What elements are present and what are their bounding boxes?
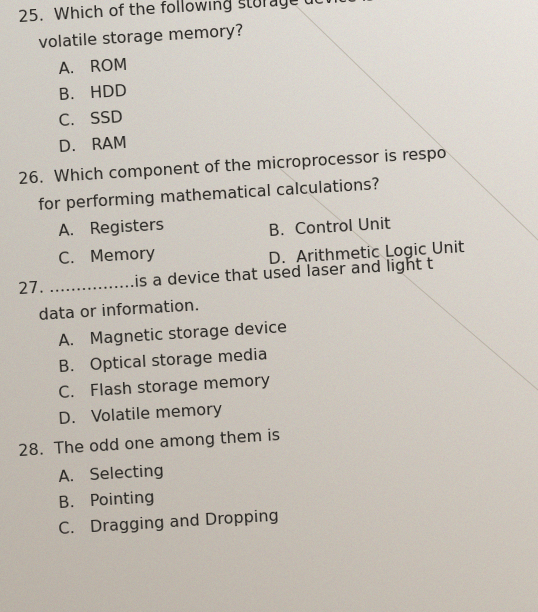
Text: A.   ROM: A. ROM xyxy=(58,58,128,77)
Text: 26.  Which component of the microprocessor is respo: 26. Which component of the microprocesso… xyxy=(18,146,447,187)
Text: for performing mathematical calculations?: for performing mathematical calculations… xyxy=(38,177,380,213)
Text: C.   Flash storage memory: C. Flash storage memory xyxy=(58,373,271,401)
Text: C.   SSD: C. SSD xyxy=(58,110,123,129)
Text: A.   Registers: A. Registers xyxy=(58,217,164,239)
Text: 28.  The odd one among them is: 28. The odd one among them is xyxy=(18,428,280,459)
Text: B.   Optical storage media: B. Optical storage media xyxy=(58,347,268,375)
Text: B.   HDD: B. HDD xyxy=(58,84,127,103)
Text: B.  Control Unit: B. Control Unit xyxy=(268,217,391,239)
Text: D.   Volatile memory: D. Volatile memory xyxy=(58,402,223,427)
Text: D.   RAM: D. RAM xyxy=(58,136,127,155)
Text: C.   Dragging and Dropping: C. Dragging and Dropping xyxy=(58,509,279,537)
Text: A.   Magnetic storage device: A. Magnetic storage device xyxy=(58,320,287,349)
Text: data or information.: data or information. xyxy=(38,298,200,323)
Text: D.  Arithmetic Logic Unit: D. Arithmetic Logic Unit xyxy=(268,240,465,267)
Text: B.   Pointing: B. Pointing xyxy=(58,490,155,511)
Text: 27. …………….is a device that used laser and light t: 27. …………….is a device that used laser an… xyxy=(18,256,434,297)
Text: 25.  Which of the following storage device is an: 25. Which of the following storage devic… xyxy=(18,0,400,25)
Text: C.   Memory: C. Memory xyxy=(58,246,155,267)
Text: volatile storage memory?: volatile storage memory? xyxy=(38,23,244,51)
Text: A.   Selecting: A. Selecting xyxy=(58,463,164,485)
